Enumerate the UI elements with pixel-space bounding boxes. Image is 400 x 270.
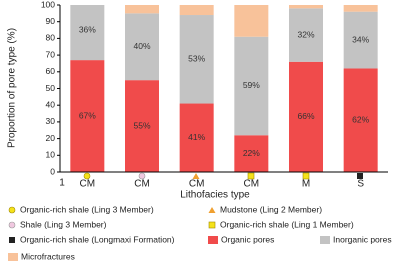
y-tick-label: 40 (46, 99, 56, 109)
value-label: 41% (188, 132, 205, 142)
value-label: 36% (79, 24, 96, 34)
category-marker (357, 173, 363, 179)
category-marker (247, 172, 255, 180)
x-tick-label: CM (80, 179, 96, 190)
category-marker (302, 172, 310, 180)
value-label: 62% (352, 114, 369, 124)
bar-segment (179, 15, 214, 104)
y-tick-label: 20 (46, 133, 56, 143)
bar-segment (343, 5, 378, 12)
category-marker (138, 172, 146, 180)
y-tick-label: 60 (46, 66, 56, 76)
bar-segment (179, 5, 214, 16)
legend-label: Inorganic pores (333, 234, 392, 244)
legend-label: Mudstone (Ling 2 Member) (220, 204, 322, 214)
y-axis-title: Proportion of pore type (%) (7, 28, 18, 148)
bar-segment (125, 80, 159, 172)
category-marker (83, 172, 91, 180)
legend-marker (208, 221, 216, 229)
bar-segment (179, 103, 214, 172)
category-marker (192, 173, 200, 179)
x-axis-title: Lithofacies type (180, 190, 250, 201)
legend-label: Organic-rich shale (Longmaxi Formation) (20, 234, 175, 244)
value-label: 34% (352, 34, 369, 44)
legend-label: Organic-rich shale (Ling 3 Member) (20, 204, 154, 214)
x-tick-label: CM (244, 179, 260, 190)
legend-label: Shale (Ling 3 Member) (20, 219, 107, 229)
bar-segment (289, 8, 323, 62)
x-tick-label: CM (134, 179, 150, 190)
y-tick-label: 100 (41, 0, 55, 9)
legend-swatch (320, 236, 330, 244)
legend-marker (8, 206, 16, 214)
bar-segment (234, 5, 269, 37)
bar-segment (343, 68, 378, 172)
value-label: 40% (133, 41, 150, 51)
y-tick-label: 50 (46, 83, 56, 93)
value-label: 67% (79, 110, 96, 120)
y-tick-label: 10 (46, 150, 56, 160)
y-tick-label: 30 (46, 116, 56, 126)
value-label: 55% (133, 120, 150, 130)
value-label: 22% (243, 148, 260, 158)
bar-segment (234, 36, 269, 136)
legend-label: Organic pores (221, 234, 274, 244)
x-tick-label: CM (189, 179, 205, 190)
bar-segment (125, 5, 159, 14)
y-tick-label: 80 (46, 33, 56, 43)
y-tick-label: 90 (46, 16, 56, 26)
x-tick-label: S (357, 179, 364, 190)
bar-segment (70, 60, 105, 172)
bar-segment (343, 11, 378, 69)
value-label: 32% (297, 29, 314, 39)
x-tick-label: M (302, 179, 310, 190)
bar-segment (125, 13, 159, 81)
x-start-label: 1 (59, 178, 65, 189)
bar-segment (289, 61, 323, 172)
legend-label: Organic-rich shale (Ling 1 Member) (220, 219, 354, 229)
legend-marker (8, 221, 16, 229)
bar-segment (289, 5, 323, 9)
legend-marker (9, 237, 15, 243)
legend-marker (208, 207, 216, 213)
y-tick-label: 70 (46, 49, 56, 59)
value-label: 59% (243, 80, 260, 90)
legend-swatch (208, 236, 218, 244)
value-label: 66% (297, 111, 314, 121)
legend-swatch (8, 253, 18, 261)
plot-area (70, 5, 378, 172)
bar-segment (70, 5, 105, 61)
y-tick-label: 0 (50, 166, 55, 176)
legend-label: Microfractures (21, 251, 75, 261)
value-label: 53% (188, 54, 205, 64)
bar-segment (234, 135, 269, 172)
